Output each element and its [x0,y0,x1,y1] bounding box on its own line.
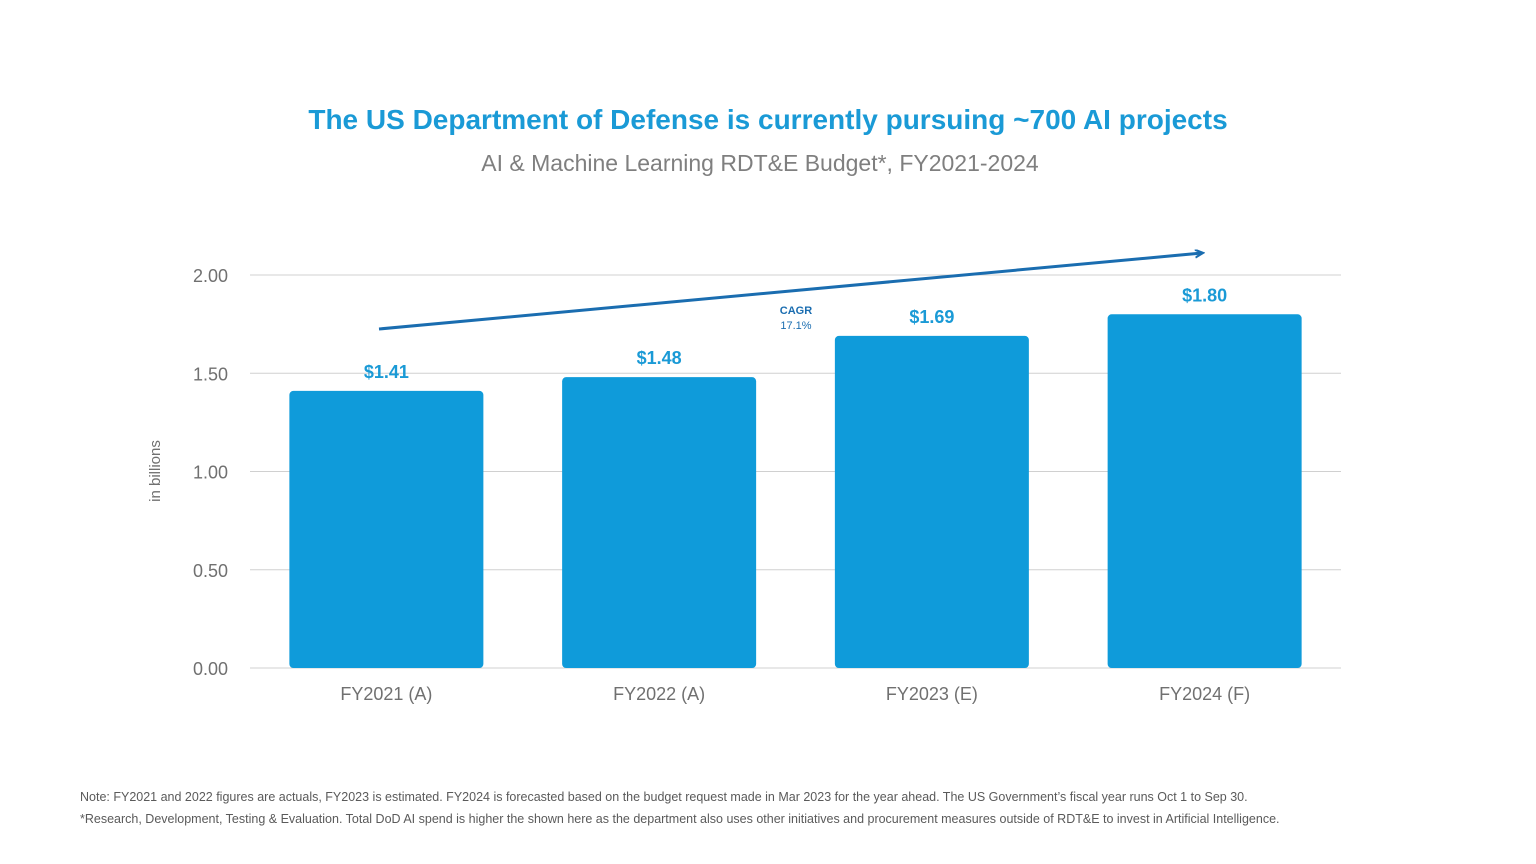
bar [834,335,1029,668]
x-tick-label: FY2021 (A) [340,684,432,704]
chart-subtitle: AI & Machine Learning RDT&E Budget*, FY2… [481,150,1039,176]
bar-value-label: $1.80 [1182,285,1227,305]
bar [1107,314,1302,668]
bar [289,390,484,668]
bars [289,314,1302,668]
y-tick-label: 0.00 [193,659,228,679]
y-tick-label: 1.50 [193,364,228,384]
data-labels: $1.41 $1.48 $1.69 $1.80 [364,285,1227,382]
y-tick-label: 0.50 [193,561,228,581]
cagr-value: 17.1% [780,320,811,332]
footnote-definition: *Research, Development, Testing & Evalua… [80,812,1280,826]
chart-title: The US Department of Defense is currentl… [308,104,1228,135]
cagr-label: CAGR [780,305,812,317]
y-tick-label: 2.00 [193,266,228,286]
y-tick-label: 1.00 [193,463,228,483]
x-tick-label: FY2024 (F) [1159,684,1250,704]
y-axis-ticks: 0.00 0.50 1.00 1.50 2.00 [193,266,228,679]
bar-value-label: $1.69 [909,307,954,327]
footnotes: Note: FY2021 and 2022 figures are actual… [80,786,1500,830]
bar [562,377,757,668]
x-tick-label: FY2022 (A) [613,684,705,704]
trend-arrow [378,253,1202,331]
bar-value-label: $1.48 [637,348,682,368]
y-axis-label: in billions [147,440,164,502]
x-axis-ticks: FY2021 (A) FY2022 (A) FY2023 (E) FY2024 (F) [340,684,1250,704]
x-tick-label: FY2023 (E) [886,684,978,704]
footnote-note: Note: FY2021 and 2022 figures are actual… [80,790,1248,804]
bar-value-label: $1.41 [364,362,409,382]
